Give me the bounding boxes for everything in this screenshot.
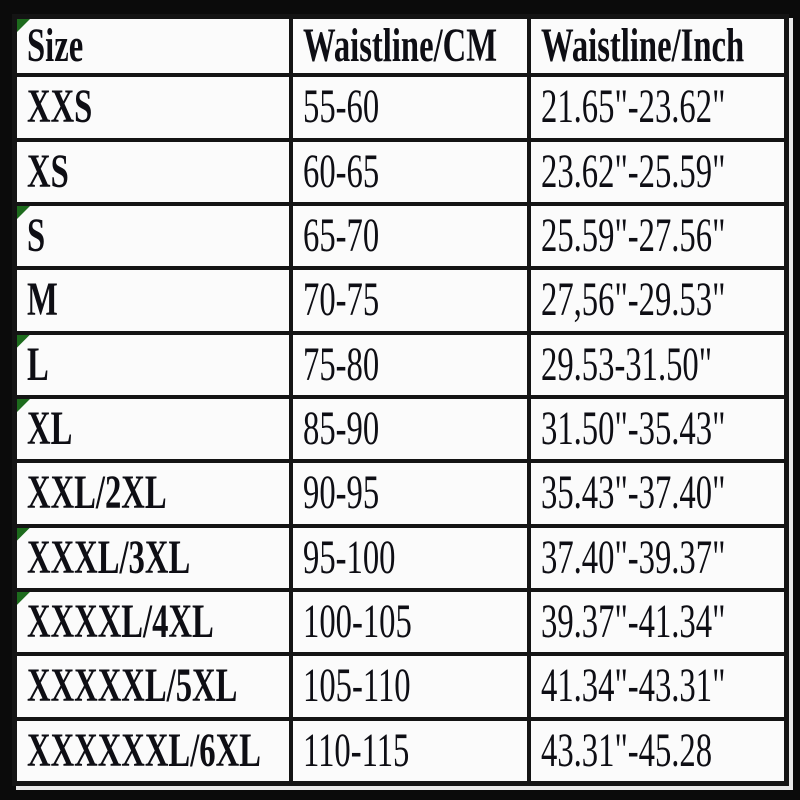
table-row: XXXXXXL/6XL 110-115 43.31"-45.28 <box>12 716 789 786</box>
cm-cell: 70-75 <box>288 266 532 335</box>
inch-value: 39.37"-41.34" <box>541 594 726 648</box>
header-row: Size Waistline/CM Waistline/Inch <box>12 14 789 78</box>
cm-value: 75-80 <box>302 337 380 391</box>
table-row: XXXXL/4XL 100-105 39.37"-41.34" <box>12 587 789 657</box>
cm-cell: 100-105 <box>288 587 532 657</box>
table-row: XL 85-90 31.50"-35.43" <box>12 394 789 464</box>
inch-value: 43.31"-45.28 <box>541 723 713 777</box>
size-value: XXXXL/4XL <box>27 594 214 648</box>
cm-cell: 90-95 <box>288 459 532 528</box>
cm-value: 55-60 <box>302 80 380 134</box>
inch-cell: 29.53-31.50" <box>527 330 789 399</box>
size-cell: XXXXXXL/6XL <box>12 716 293 786</box>
cm-cell: 85-90 <box>288 394 532 464</box>
size-cell: M <box>12 266 293 335</box>
inch-value: 23.62"-25.59" <box>541 144 726 198</box>
table-row: M 70-75 27,56"-29.53" <box>12 266 789 335</box>
cm-value: 105-110 <box>302 659 411 713</box>
cm-cell: 95-100 <box>288 523 532 592</box>
cm-cell: 110-115 <box>288 716 532 786</box>
header-cell-size: Size <box>12 14 293 78</box>
cm-cell: 60-65 <box>288 137 532 207</box>
size-cell: XL <box>12 394 293 464</box>
size-cell: XXXXXL/5XL <box>12 652 293 721</box>
inch-cell: 37.40"-39.37" <box>527 523 789 592</box>
cm-cell: 75-80 <box>288 330 532 399</box>
size-value: XXXXXXL/6XL <box>27 723 261 777</box>
size-value: XS <box>27 144 69 198</box>
inch-value: 27,56"-29.53" <box>541 273 726 327</box>
cm-cell: 105-110 <box>288 652 532 721</box>
inch-cell: 23.62"-25.59" <box>527 137 789 207</box>
inch-cell: 27,56"-29.53" <box>527 266 789 335</box>
cm-value: 85-90 <box>302 401 380 455</box>
inch-value: 21.65"-23.62" <box>541 80 726 134</box>
cm-value: 90-95 <box>302 466 380 520</box>
table-row: XXXXXL/5XL 105-110 41.34"-43.31" <box>12 652 789 721</box>
inch-cell: 25.59"-27.56" <box>527 202 789 271</box>
size-value: XXXXXL/5XL <box>27 659 238 713</box>
size-cell: XXXL/3XL <box>12 523 293 592</box>
table-row: XS 60-65 23.62"-25.59" <box>12 137 789 207</box>
cm-cell: 65-70 <box>288 202 532 271</box>
size-cell: XXL/2XL <box>12 459 293 528</box>
table-row: L 75-80 29.53-31.50" <box>12 330 789 399</box>
table-row: XXXL/3XL 95-100 37.40"-39.37" <box>12 523 789 592</box>
header-label-size: Size <box>27 19 84 72</box>
table-row: XXL/2XL 90-95 35.43"-37.40" <box>12 459 789 528</box>
size-value: XL <box>27 401 73 455</box>
inch-value: 25.59"-27.56" <box>541 208 726 262</box>
inch-cell: 35.43"-37.40" <box>527 459 789 528</box>
cm-value: 70-75 <box>302 273 380 327</box>
size-cell: XS <box>12 137 293 207</box>
size-value: S <box>27 208 46 262</box>
cm-cell: 55-60 <box>288 73 532 142</box>
size-value: XXXL/3XL <box>27 530 191 584</box>
size-cell: XXS <box>12 73 293 142</box>
table-row: XXS 55-60 21.65"-23.62" <box>12 73 789 142</box>
size-value: XXS <box>27 80 93 134</box>
size-cell: S <box>12 202 293 271</box>
size-chart-table: Size Waistline/CM Waistline/Inch XXS 55-… <box>12 14 789 786</box>
inch-cell: 31.50"-35.43" <box>527 394 789 464</box>
inch-cell: 21.65"-23.62" <box>527 73 789 142</box>
header-label-waistline-cm: Waistline/CM <box>302 19 497 72</box>
inch-value: 41.34"-43.31" <box>541 659 726 713</box>
inch-cell: 43.31"-45.28 <box>527 716 789 786</box>
inch-value: 29.53-31.50" <box>541 337 713 391</box>
cm-value: 110-115 <box>302 723 410 777</box>
inch-cell: 41.34"-43.31" <box>527 652 789 721</box>
header-cell-waistline-inch: Waistline/Inch <box>527 14 789 78</box>
size-value: M <box>27 273 58 327</box>
size-chart-table-wrap: Size Waistline/CM Waistline/Inch XXS 55-… <box>12 14 789 786</box>
inch-value: 37.40"-39.37" <box>541 530 726 584</box>
header-cell-waistline-cm: Waistline/CM <box>288 14 532 78</box>
cm-value: 100-105 <box>302 594 412 648</box>
size-value: L <box>27 337 49 391</box>
table-row: S 65-70 25.59"-27.56" <box>12 202 789 271</box>
inch-value: 31.50"-35.43" <box>541 401 726 455</box>
cm-value: 95-100 <box>302 530 396 584</box>
inch-value: 35.43"-37.40" <box>541 466 726 520</box>
size-cell: L <box>12 330 293 399</box>
cm-value: 65-70 <box>302 208 380 262</box>
size-value: XXL/2XL <box>27 466 167 520</box>
inch-cell: 39.37"-41.34" <box>527 587 789 657</box>
cm-value: 60-65 <box>302 144 380 198</box>
size-cell: XXXXL/4XL <box>12 587 293 657</box>
header-label-waistline-inch: Waistline/Inch <box>541 19 745 72</box>
